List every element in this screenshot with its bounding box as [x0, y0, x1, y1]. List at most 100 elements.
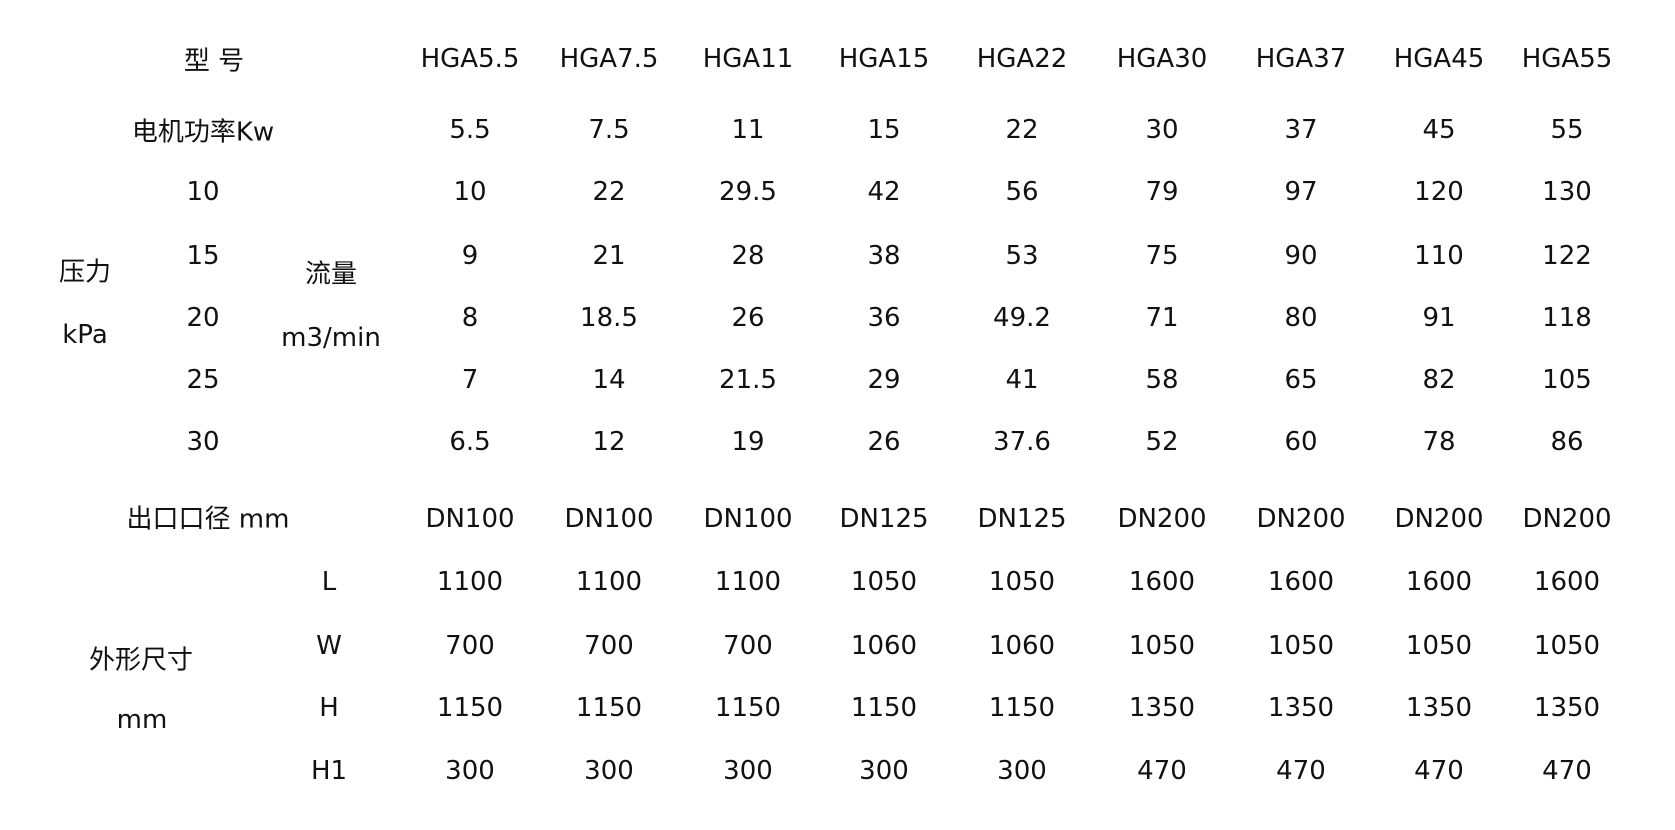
- flow-cell: 21.5: [719, 365, 777, 395]
- flow-cell: 49.2: [993, 303, 1051, 333]
- flow-cell: 26: [731, 303, 765, 333]
- dimension-cell: 700: [584, 631, 634, 661]
- model-header: HGA55: [1521, 44, 1613, 74]
- dimension-cell: 1350: [1267, 693, 1335, 723]
- pressure-unit: kPa: [62, 320, 108, 350]
- dimension-cell: 1350: [1533, 693, 1601, 723]
- dimension-cell: 1600: [1533, 567, 1601, 597]
- pressure-value: 10: [186, 177, 220, 207]
- pressure-label: 压力: [58, 257, 112, 288]
- dimension-cell: 470: [1276, 756, 1326, 786]
- flow-cell: 60: [1284, 427, 1318, 457]
- flow-cell: 130: [1542, 177, 1592, 207]
- flow-cell: 90: [1284, 241, 1318, 271]
- dimension-cell: 300: [723, 756, 773, 786]
- dimension-cell: 1350: [1128, 693, 1196, 723]
- flow-cell: 8: [461, 303, 479, 333]
- flow-cell: 18.5: [580, 303, 638, 333]
- outlet-cell: DN100: [425, 504, 515, 534]
- dimension-cell: 470: [1137, 756, 1187, 786]
- dimension-cell: 700: [445, 631, 495, 661]
- power-cell: 45: [1422, 115, 1456, 145]
- outlet-cell: DN200: [1522, 504, 1612, 534]
- power-cell: 37: [1284, 115, 1318, 145]
- flow-cell: 82: [1422, 365, 1456, 395]
- dimension-cell: 1100: [436, 567, 504, 597]
- flow-label: 流量: [304, 259, 358, 290]
- dimension-cell: 1150: [850, 693, 918, 723]
- flow-cell: 56: [1005, 177, 1039, 207]
- dimension-cell: 300: [445, 756, 495, 786]
- flow-cell: 52: [1145, 427, 1179, 457]
- dimension-cell: 1350: [1405, 693, 1473, 723]
- flow-cell: 53: [1005, 241, 1039, 271]
- outlet-cell: DN200: [1117, 504, 1207, 534]
- outlet-cell: DN200: [1256, 504, 1346, 534]
- flow-cell: 71: [1145, 303, 1179, 333]
- flow-cell: 105: [1542, 365, 1592, 395]
- model-header: HGA30: [1116, 44, 1208, 74]
- flow-cell: 28: [731, 241, 765, 271]
- dimension-cell: 1050: [1533, 631, 1601, 661]
- dimension-cell: 1050: [850, 567, 918, 597]
- dimension-cell: 1050: [1128, 631, 1196, 661]
- flow-cell: 42: [867, 177, 901, 207]
- model-label: 型 号: [183, 46, 245, 77]
- dimension-cell: 1050: [1267, 631, 1335, 661]
- model-header: HGA15: [838, 44, 930, 74]
- pressure-value: 15: [186, 241, 220, 271]
- dimension-cell: 300: [997, 756, 1047, 786]
- dimension-cell: 1100: [575, 567, 643, 597]
- flow-cell: 97: [1284, 177, 1318, 207]
- dimension-cell: 470: [1414, 756, 1464, 786]
- power-cell: 15: [867, 115, 901, 145]
- dimension-cell: 1060: [988, 631, 1056, 661]
- dimension-cell: 1150: [436, 693, 504, 723]
- flow-unit: m3/min: [281, 323, 381, 353]
- dimension-cell: 300: [584, 756, 634, 786]
- dimension-name: L: [321, 567, 337, 597]
- dimension-cell: 1050: [988, 567, 1056, 597]
- flow-cell: 118: [1542, 303, 1592, 333]
- power-cell: 11: [731, 115, 765, 145]
- flow-cell: 91: [1422, 303, 1456, 333]
- pressure-value: 30: [186, 427, 220, 457]
- model-header: HGA11: [702, 44, 794, 74]
- flow-cell: 38: [867, 241, 901, 271]
- dimension-cell: 1600: [1267, 567, 1335, 597]
- flow-cell: 37.6: [993, 427, 1051, 457]
- flow-cell: 9: [461, 241, 479, 271]
- outlet-cell: DN100: [703, 504, 793, 534]
- pressure-value: 20: [186, 303, 220, 333]
- flow-cell: 26: [867, 427, 901, 457]
- model-header: HGA22: [976, 44, 1068, 74]
- flow-cell: 7: [461, 365, 479, 395]
- pressure-value: 25: [186, 365, 220, 395]
- flow-cell: 86: [1550, 427, 1584, 457]
- flow-cell: 41: [1005, 365, 1039, 395]
- outlet-cell: DN100: [564, 504, 654, 534]
- dimension-cell: 470: [1542, 756, 1592, 786]
- flow-cell: 6.5: [449, 427, 491, 457]
- model-header: HGA5.5: [420, 44, 520, 74]
- flow-cell: 10: [453, 177, 487, 207]
- flow-cell: 110: [1414, 241, 1464, 271]
- outlet-label: 出口口径 mm: [126, 504, 290, 535]
- flow-cell: 58: [1145, 365, 1179, 395]
- flow-cell: 65: [1284, 365, 1318, 395]
- dimension-cell: 1150: [714, 693, 782, 723]
- dimension-name: H: [319, 693, 339, 723]
- power-cell: 22: [1005, 115, 1039, 145]
- power-cell: 7.5: [588, 115, 630, 145]
- flow-cell: 29.5: [719, 177, 777, 207]
- flow-cell: 36: [867, 303, 901, 333]
- flow-cell: 14: [592, 365, 626, 395]
- dimension-cell: 1100: [714, 567, 782, 597]
- dimensions-unit: mm: [116, 705, 168, 735]
- power-cell: 30: [1145, 115, 1179, 145]
- dimension-cell: 1150: [988, 693, 1056, 723]
- outlet-cell: DN125: [977, 504, 1067, 534]
- dimension-cell: 1150: [575, 693, 643, 723]
- dimension-cell: 300: [859, 756, 909, 786]
- flow-cell: 79: [1145, 177, 1179, 207]
